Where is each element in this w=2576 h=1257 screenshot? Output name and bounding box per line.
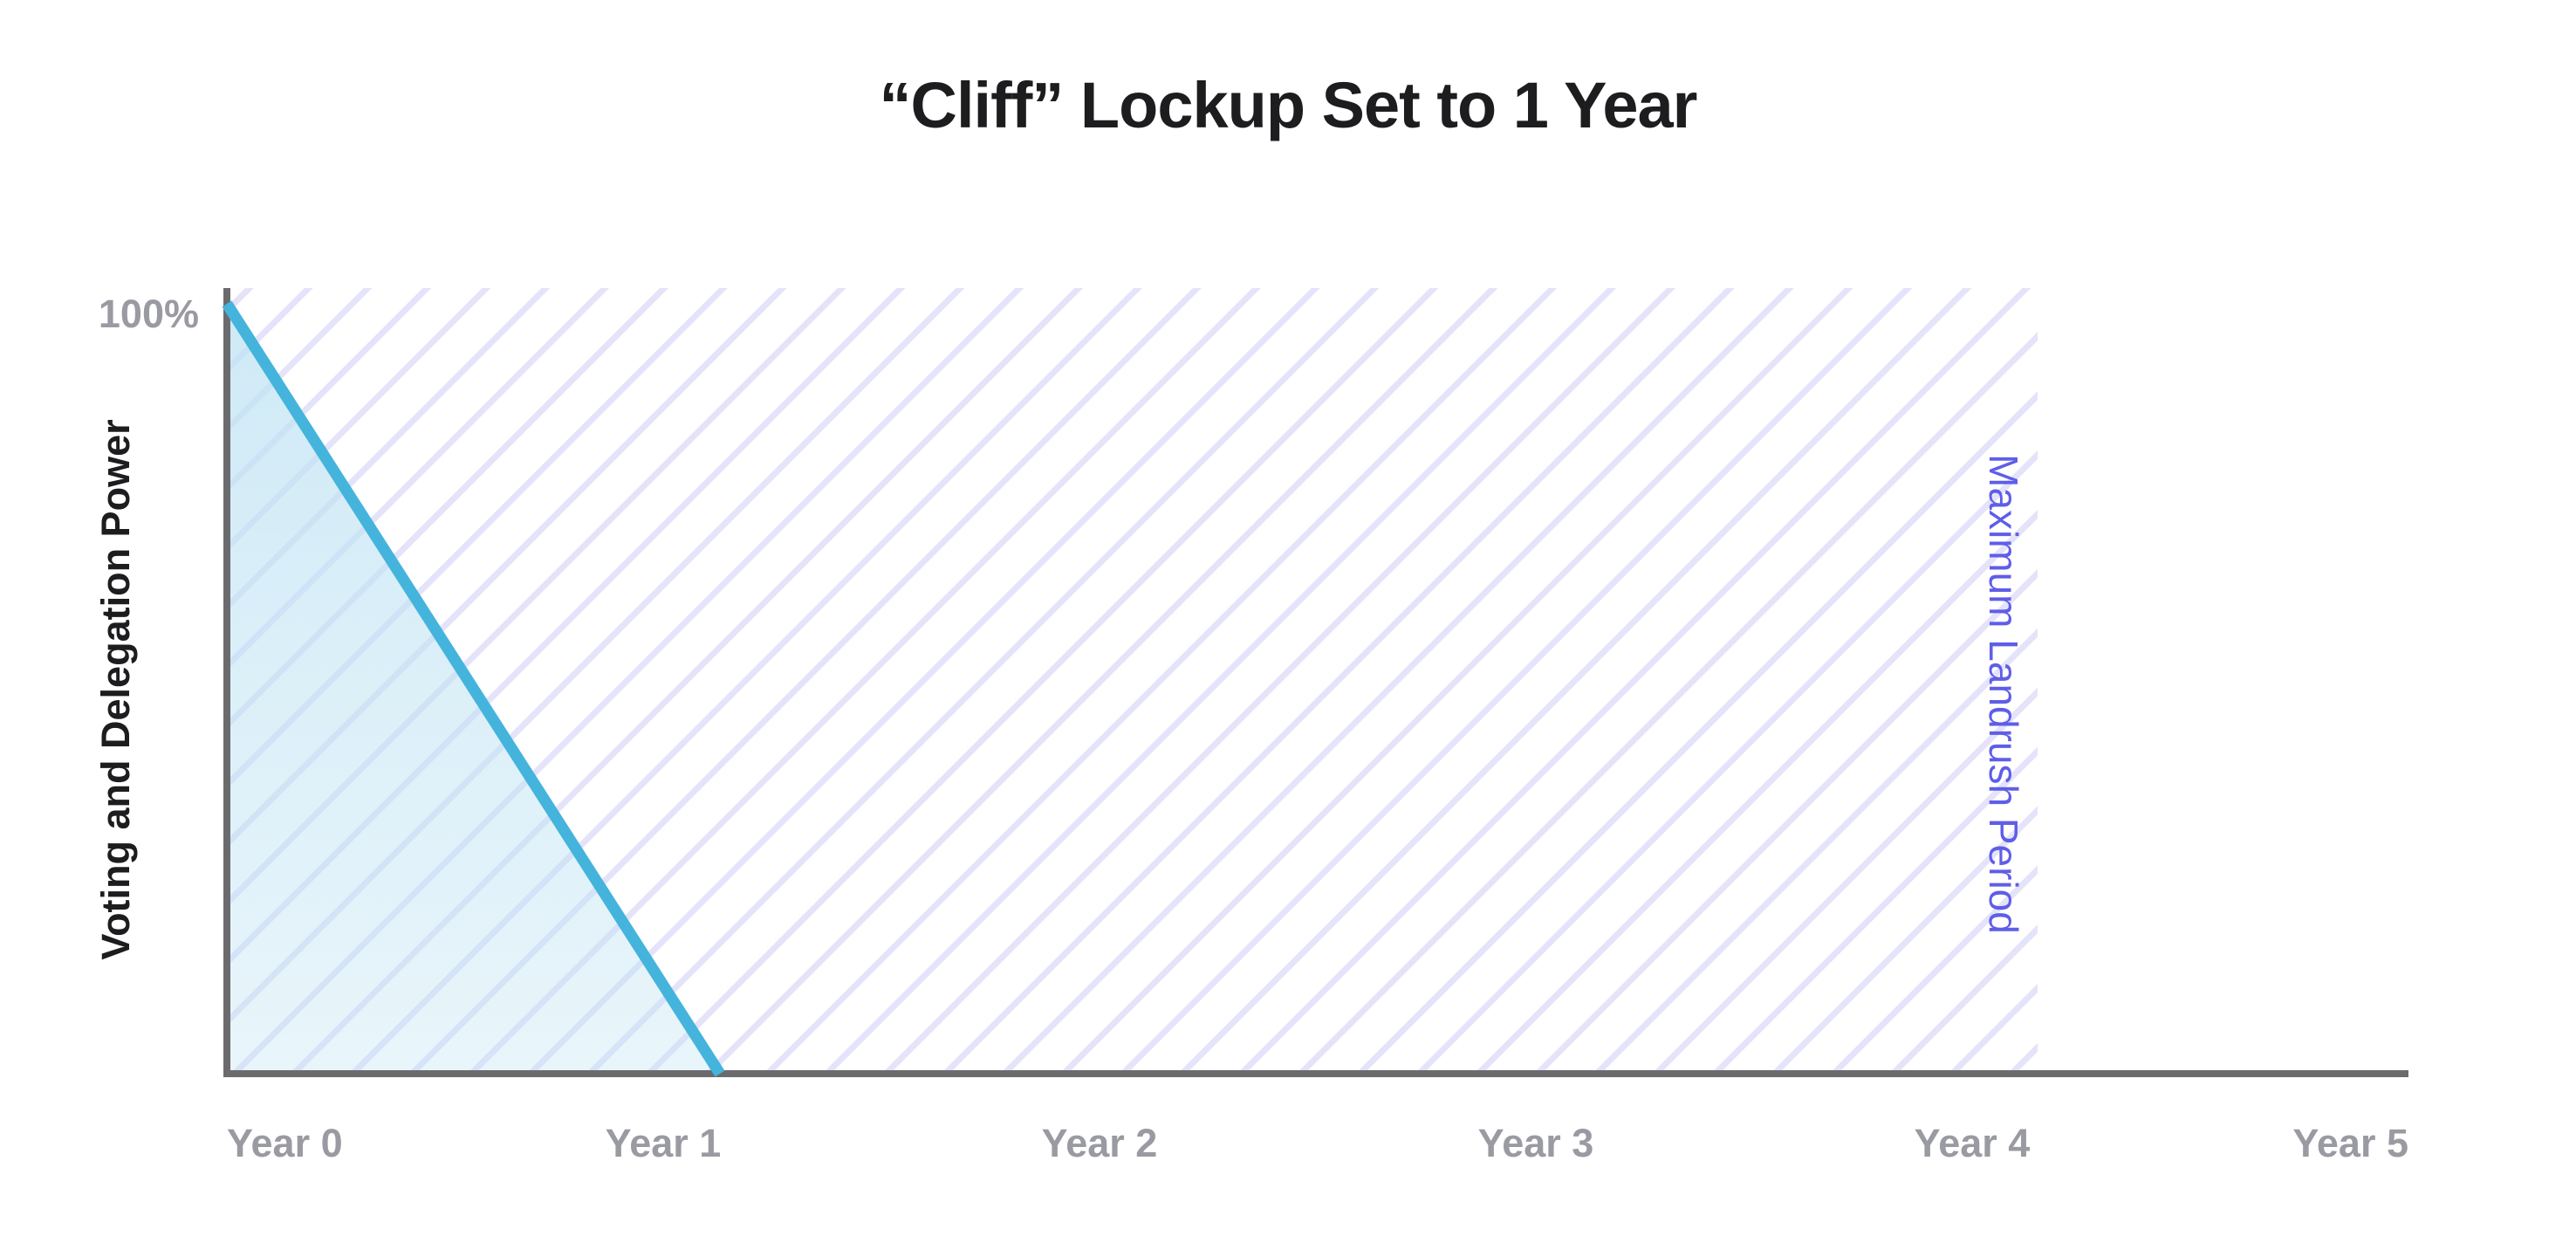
y-tick-label-0: 100% bbox=[99, 292, 199, 336]
x-tick-label-1: Year 1 bbox=[606, 1121, 722, 1165]
series-0-line bbox=[222, 300, 725, 1077]
x-tick-label-4: Year 4 bbox=[1915, 1121, 2031, 1165]
x-tick-label-5: Year 5 bbox=[2292, 1121, 2408, 1165]
y-axis-label: Voting and Delegation Power bbox=[93, 419, 138, 959]
x-tick-label-0: Year 0 bbox=[227, 1121, 343, 1165]
x-tick-label-3: Year 3 bbox=[1478, 1121, 1594, 1165]
x-tick-label-2: Year 2 bbox=[1042, 1121, 1158, 1165]
chart-title: “Cliff” Lockup Set to 1 Year bbox=[879, 69, 1698, 141]
landrush-region-label: Maximum Landrush Period bbox=[1981, 454, 2026, 934]
